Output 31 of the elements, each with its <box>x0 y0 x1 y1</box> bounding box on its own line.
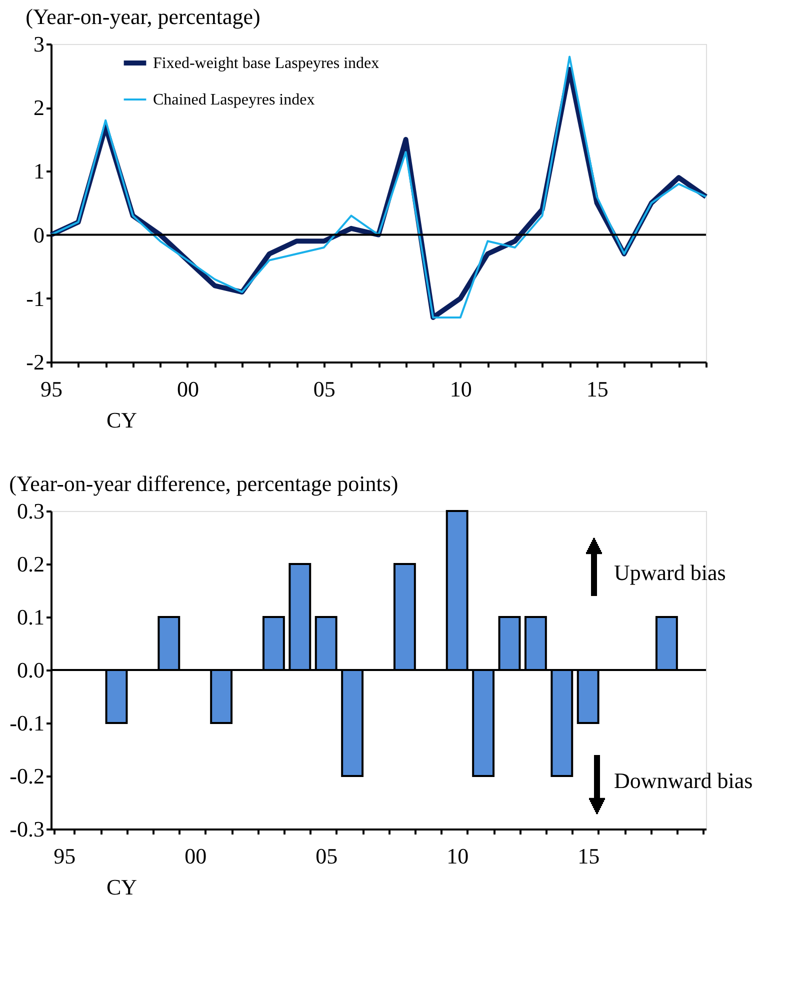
y-tick-label: -0.1 <box>10 710 44 736</box>
x-tick-label: 15 <box>586 376 608 402</box>
y-tick-label: 1 <box>34 158 44 184</box>
y-tick-label: -1 <box>26 286 44 311</box>
y-tick-label: 0.1 <box>17 604 44 630</box>
chart-title: (Year-on-year difference, percentage points) <box>9 471 398 496</box>
x-tick-label: 05 <box>316 844 338 868</box>
y-tick-label: 3 <box>34 32 44 56</box>
y-tick-label: -0.2 <box>10 764 44 788</box>
x-tick-label: 15 <box>578 844 600 868</box>
annotation: Upward bias <box>614 560 726 585</box>
annotation: Downward bias <box>614 768 753 793</box>
y-tick-label: 0.3 <box>17 498 44 524</box>
x-axis-title: CY <box>106 408 138 432</box>
x-tick-label: 00 <box>184 844 207 868</box>
y-tick-label: 0.2 <box>17 552 44 576</box>
x-tick-label: 05 <box>313 376 336 402</box>
y-tick-label: -0.3 <box>10 816 44 842</box>
y-tick-label: -2 <box>26 350 44 374</box>
y-tick-label: 0 <box>34 222 44 248</box>
legend-label: Fixed-weight base Laspeyres index <box>153 55 380 72</box>
x-tick-label: 10 <box>446 844 469 868</box>
x-tick-label: 10 <box>450 376 472 402</box>
chart-title: (Year-on-year, percentage) <box>26 4 260 29</box>
x-axis-title: CY <box>106 874 138 900</box>
x-tick-label: 95 <box>40 376 62 402</box>
x-tick-label: 95 <box>54 844 76 868</box>
legend-label: Chained Laspeyres index <box>153 92 315 108</box>
x-tick-label: 00 <box>176 376 199 402</box>
y-tick-label: 2 <box>34 95 44 120</box>
y-tick-label: 0.0 <box>17 658 44 682</box>
